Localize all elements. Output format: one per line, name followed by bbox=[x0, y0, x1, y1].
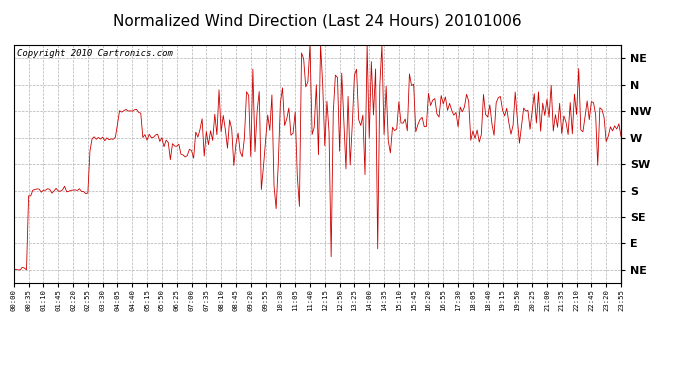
Text: Normalized Wind Direction (Last 24 Hours) 20101006: Normalized Wind Direction (Last 24 Hours… bbox=[113, 13, 522, 28]
Text: Copyright 2010 Cartronics.com: Copyright 2010 Cartronics.com bbox=[17, 49, 172, 58]
